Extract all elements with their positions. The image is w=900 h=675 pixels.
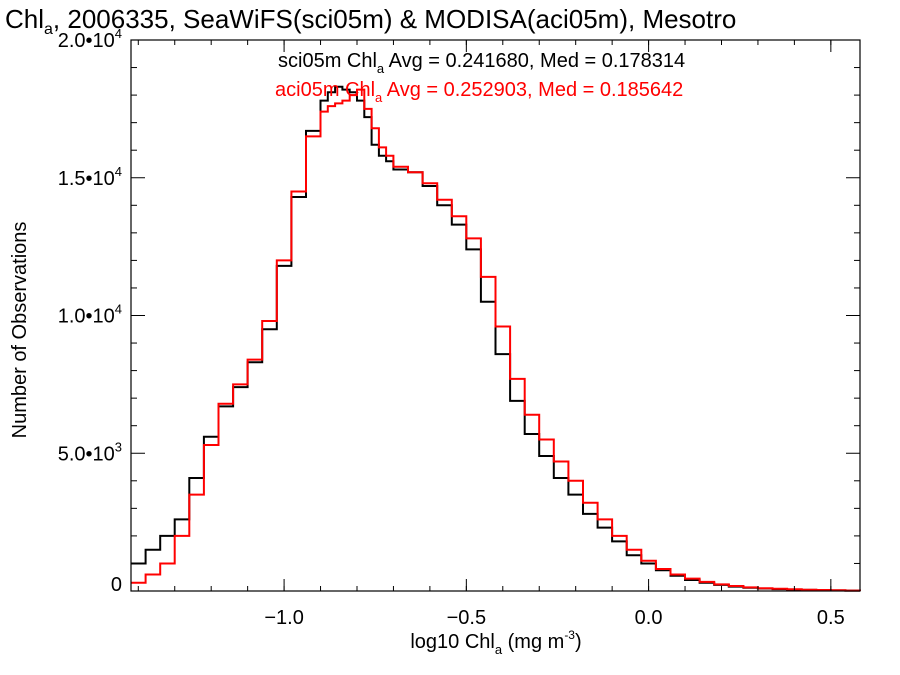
annotation-aci05m: aci05m Chla Avg = 0.252903, Med = 0.1856… [275,79,683,105]
plot-axes: −1.0 −0.5 0.0 0.5 0 5.0•103 1.0•104 1.5•104 2.0•… [58,26,861,629]
y-tick-label: 1.0•104 [58,302,122,328]
x-tick-label: 0.5 [817,607,845,629]
x-tick-label: −1.0 [264,607,303,629]
x-axis-label: log10 Chla (mg m-3) [410,628,581,657]
y-tick-label: 1.5•104 [58,164,122,190]
series-line-sci05m [131,85,861,592]
series-line-aci05m [131,88,861,592]
y-tick-label: 0 [111,574,122,596]
y-tick-label: 5.0•103 [58,439,122,465]
x-tick-label: −0.5 [447,607,486,629]
y-tick-label: 2.0•104 [58,26,122,52]
x-tick-label: 0.0 [635,607,663,629]
plot-series [131,85,861,592]
chart-title: Chla, 2006335, SeaWiFS(sci05m) & MODISA(… [5,4,736,38]
annotation-sci05m: sci05m Chla Avg = 0.241680, Med = 0.1783… [278,50,685,76]
y-axis-label: Number of Observations [9,222,31,439]
